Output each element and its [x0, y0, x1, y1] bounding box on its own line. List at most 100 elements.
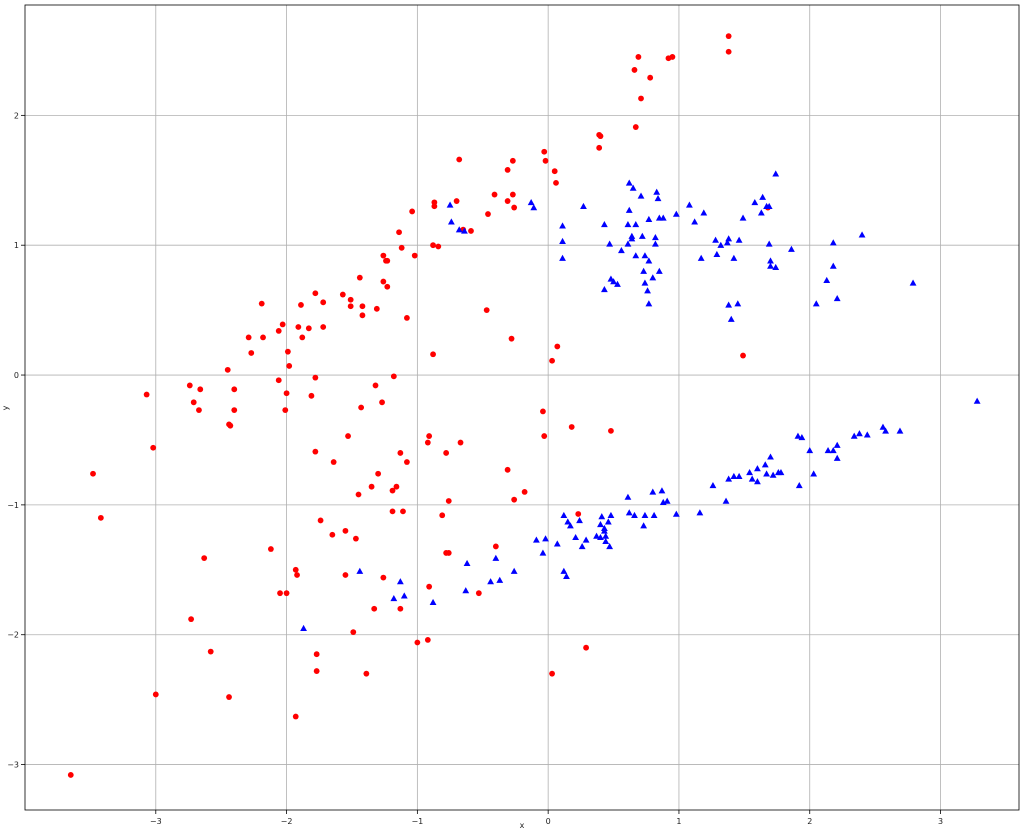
red-circle-point	[725, 33, 732, 40]
red-circle-point	[190, 399, 197, 406]
red-circle-point	[632, 124, 639, 130]
x-tick-label: 3	[938, 817, 943, 826]
blue-triangle-point	[700, 209, 708, 216]
blue-triangle-point	[532, 536, 540, 543]
blue-triangle-point	[713, 250, 721, 258]
blue-triangle-point	[722, 497, 730, 504]
red-circle-point	[389, 487, 396, 494]
blue-triangle-point	[649, 488, 657, 495]
blue-triangle-point	[658, 487, 666, 494]
blue-triangle-point	[763, 470, 770, 477]
blue-triangle-point	[600, 527, 608, 534]
y-tick-label: −2	[7, 631, 19, 640]
data-points	[67, 33, 981, 778]
blue-triangle-point	[645, 257, 653, 264]
red-circle-point	[359, 303, 366, 310]
red-circle-point	[90, 470, 96, 477]
red-circle-point	[492, 543, 499, 550]
red-circle-point	[356, 274, 363, 281]
red-circle-point	[352, 535, 359, 542]
blue-triangle-point	[429, 598, 437, 605]
red-circle-point	[504, 198, 511, 204]
red-circle-point	[398, 244, 405, 251]
blue-triangle-point	[759, 193, 767, 200]
red-circle-point	[414, 639, 421, 646]
blue-triangle-point	[600, 285, 608, 293]
red-circle-point	[596, 144, 603, 151]
red-circle-point	[608, 427, 614, 434]
red-circle-point	[308, 392, 315, 399]
red-circle-point	[284, 348, 291, 355]
red-circle-point	[647, 74, 654, 81]
red-circle-point	[227, 422, 234, 429]
blue-triangle-point	[650, 511, 658, 518]
blue-triangle-point	[672, 210, 680, 217]
blue-triangle-point	[767, 453, 774, 460]
red-circle-point	[397, 450, 404, 456]
blue-triangle-point	[725, 301, 733, 308]
blue-triangle-point	[652, 234, 659, 241]
blue-triangle-point	[717, 241, 725, 248]
red-circle-point	[97, 514, 104, 521]
red-circle-point	[431, 203, 438, 210]
blue-triangle-point	[462, 587, 470, 594]
red-circle-point	[635, 54, 642, 60]
red-circle-point	[453, 198, 460, 204]
blue-triangle-point	[644, 287, 651, 294]
red-circle-point	[347, 303, 354, 310]
blue-triangle-point	[593, 532, 600, 539]
red-circle-point	[439, 512, 446, 519]
blue-triangle-point	[640, 267, 648, 274]
blue-triangle-point	[858, 231, 866, 238]
blue-triangle-point	[856, 430, 863, 437]
blue-triangle-point	[559, 222, 566, 229]
red-circle-point	[320, 324, 327, 330]
red-circle-point	[359, 312, 366, 319]
blue-triangle-point	[829, 239, 837, 246]
red-circle-point	[231, 386, 238, 393]
blue-triangle-point	[447, 218, 455, 225]
red-circle-point	[275, 327, 282, 334]
blue-triangle-point	[624, 240, 632, 247]
red-circle-point	[313, 668, 320, 674]
blue-triangle-point	[624, 493, 632, 500]
blue-triangle-point	[631, 511, 638, 518]
red-circle-point	[468, 228, 474, 234]
blue-triangle-point	[772, 170, 780, 177]
red-circle-point	[258, 300, 265, 307]
blue-triangle-point	[390, 594, 398, 602]
blue-triangle-point	[602, 532, 610, 539]
blue-triangle-point	[582, 536, 590, 543]
y-tick-label: −3	[7, 761, 19, 770]
blue-triangle-point	[566, 522, 574, 529]
red-circle-point	[188, 616, 195, 623]
blue-triangle-point	[637, 192, 645, 199]
red-circle-point	[231, 407, 238, 413]
red-circle-point	[305, 325, 312, 332]
red-circle-point	[725, 48, 732, 55]
blue-triangle-point	[653, 188, 661, 195]
red-circle-point	[549, 357, 555, 364]
red-circle-point	[397, 605, 404, 612]
red-circle-point	[631, 67, 638, 73]
blue-triangle-point	[641, 279, 649, 286]
red-circle-point	[298, 302, 304, 308]
blue-triangle-point	[788, 245, 795, 252]
red-circle-point	[282, 407, 289, 413]
red-circle-point	[373, 305, 380, 312]
red-circle-point	[509, 157, 516, 164]
red-circle-point	[350, 629, 357, 636]
blue-triangle-point	[727, 315, 735, 322]
red-circle-point	[521, 488, 528, 495]
red-circle-point	[196, 407, 202, 413]
red-circle-point	[430, 351, 436, 358]
blue-triangle-point	[597, 533, 604, 541]
red-circle-point	[483, 307, 490, 314]
y-tick-label: 0	[14, 371, 19, 380]
blue-triangle-point	[652, 240, 659, 247]
red-circle-point	[207, 648, 214, 655]
red-circle-point	[426, 433, 433, 439]
red-circle-point	[292, 566, 299, 573]
red-circle-point	[384, 257, 391, 264]
blue-triangle-point	[691, 218, 699, 225]
